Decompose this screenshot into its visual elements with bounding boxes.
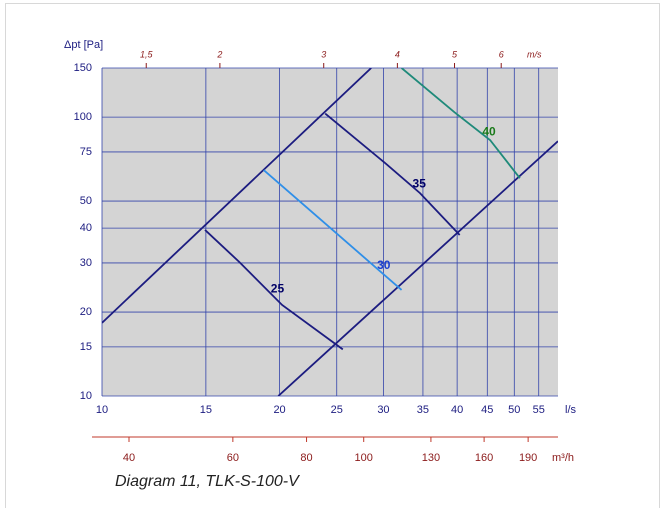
bottom-tick-label: 40	[123, 452, 135, 464]
bottom-axis-label: m³/h	[552, 452, 574, 464]
y-tick-label: 100	[74, 111, 92, 123]
x-tick-label: 10	[96, 404, 108, 416]
bottom-tick-label: 160	[475, 452, 493, 464]
y-tick-label: 75	[80, 146, 92, 158]
y-axis-label: Δpt [Pa]	[64, 39, 103, 51]
top-tick-label: 2	[216, 49, 222, 59]
y-tick-label: 30	[80, 257, 92, 269]
top-tick-label: 6	[499, 49, 504, 59]
fan-curve	[204, 229, 344, 351]
curve-label: 35	[413, 176, 427, 190]
top-tick-label: 1,5	[140, 49, 154, 59]
y-tick-label: 150	[74, 62, 92, 74]
top-tick-label: 3	[321, 49, 326, 59]
x-axis-label: l/s	[565, 404, 577, 416]
y-tick-label: 10	[80, 390, 92, 402]
bottom-tick-label: 100	[355, 452, 373, 464]
x-tick-label: 50	[508, 404, 520, 416]
x-tick-label: 25	[331, 404, 343, 416]
x-tick-label: 15	[200, 404, 212, 416]
bottom-tick-label: 190	[519, 452, 537, 464]
curve-label: 40	[482, 124, 496, 138]
caption: Diagram 11, TLK-S-100-V	[115, 473, 300, 490]
y-tick-label: 15	[80, 341, 92, 353]
x-tick-label: 30	[377, 404, 389, 416]
y-tick-label: 20	[80, 306, 92, 318]
x-tick-label: 35	[417, 404, 429, 416]
x-tick-label: 20	[273, 404, 285, 416]
fan-curve	[324, 112, 461, 236]
bottom-tick-label: 60	[227, 452, 239, 464]
bottom-tick-label: 130	[422, 452, 440, 464]
top-tick-label: 5	[452, 49, 458, 59]
y-tick-label: 50	[80, 195, 92, 207]
bottom-tick-label: 80	[300, 452, 312, 464]
top-axis-label: m/s	[527, 49, 542, 59]
x-tick-label: 45	[481, 404, 493, 416]
curve-label: 25	[271, 282, 285, 296]
system-line	[277, 140, 558, 396]
top-tick-label: 4	[395, 49, 400, 59]
fan-curve	[263, 169, 403, 291]
plot-area	[102, 68, 558, 396]
x-tick-label: 40	[451, 404, 463, 416]
y-tick-label: 40	[80, 222, 92, 234]
curve-label: 30	[377, 258, 391, 272]
system-line	[102, 68, 372, 324]
fan-curve	[400, 68, 521, 179]
x-tick-label: 55	[533, 404, 545, 416]
